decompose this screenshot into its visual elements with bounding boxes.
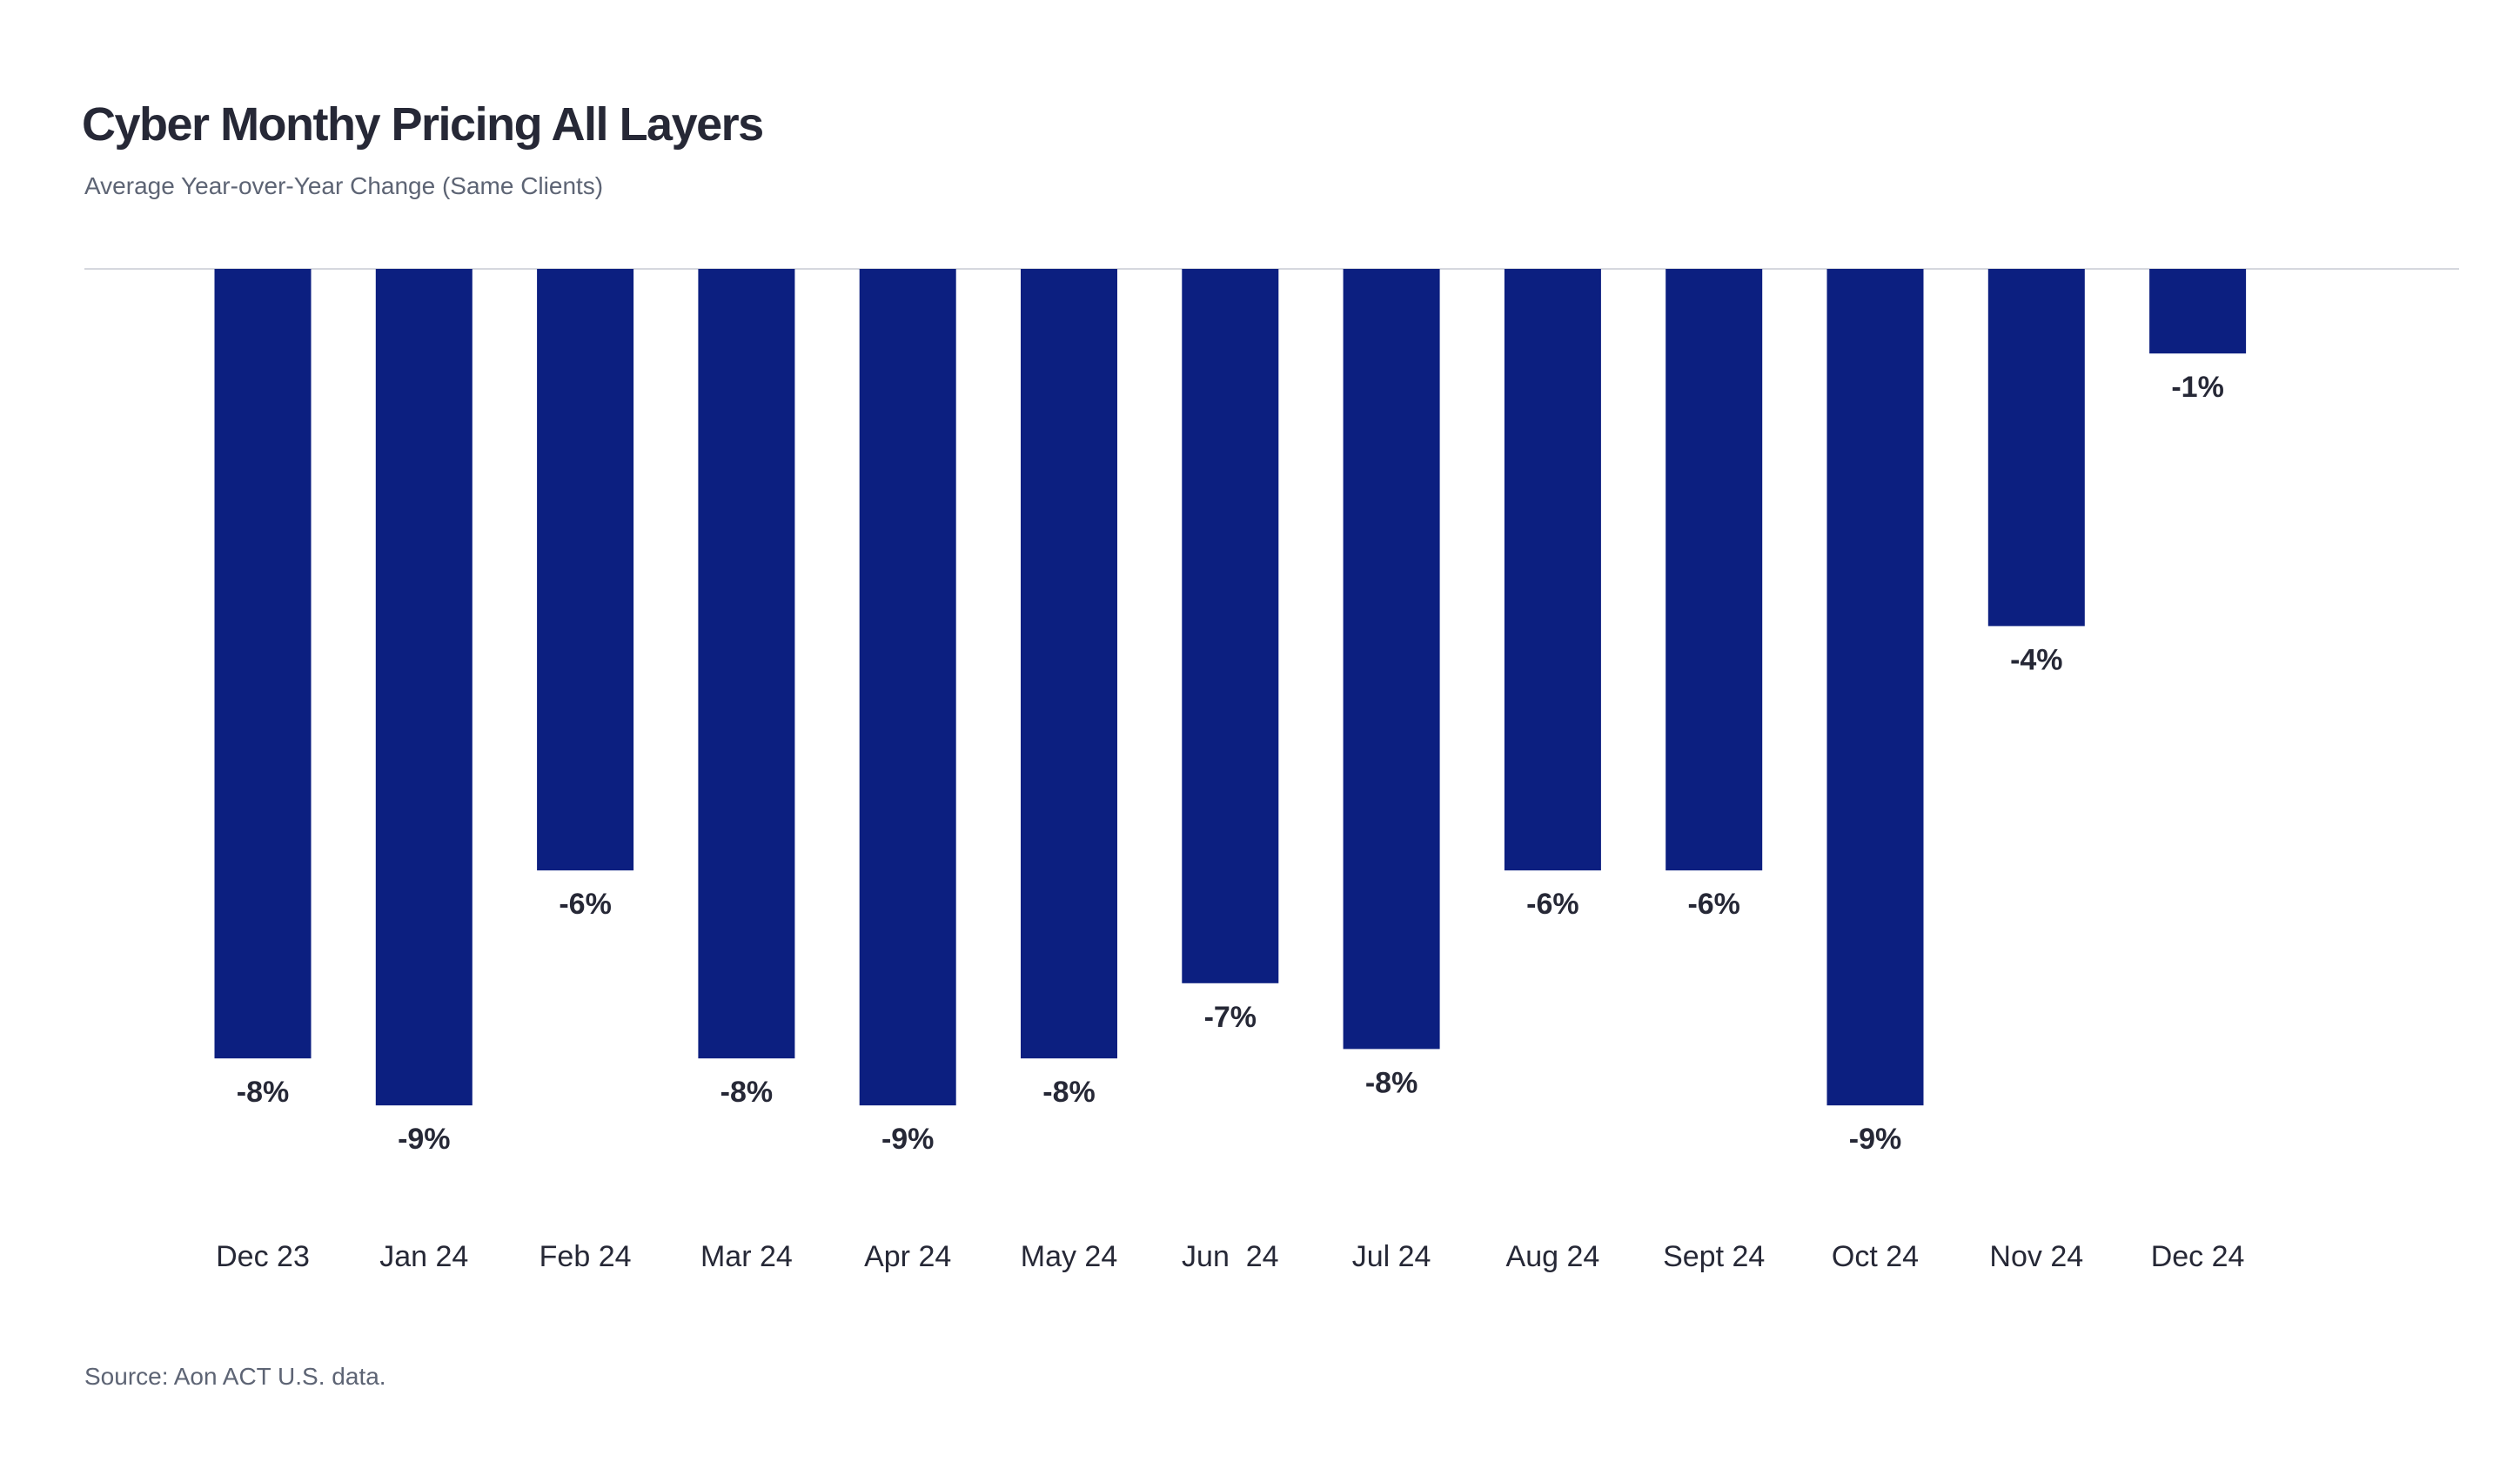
chart-title: Cyber Monthy Pricing All Layers	[82, 98, 764, 151]
category-label-4: Apr 24	[864, 1240, 951, 1273]
value-label-11: -4%	[2010, 643, 2062, 676]
value-label-8: -6%	[1526, 888, 1578, 921]
bar-6	[1182, 269, 1279, 983]
bar-0	[214, 269, 312, 1059]
source-note: Source: Aon ACT U.S. data.	[84, 1363, 386, 1390]
value-label-9: -6%	[1687, 888, 1739, 921]
category-label-2: Feb 24	[540, 1240, 632, 1273]
value-label-7: -8%	[1365, 1066, 1418, 1099]
value-label-12: -1%	[2171, 371, 2223, 404]
value-label-1: -9%	[398, 1123, 450, 1156]
category-label-11: Nov 24	[1989, 1240, 2083, 1273]
value-label-6: -7%	[1204, 1001, 1257, 1034]
category-label-0: Dec 23	[216, 1240, 310, 1273]
bar-1	[375, 269, 473, 1106]
bar-9	[1665, 269, 1763, 871]
category-label-9: Sept 24	[1663, 1240, 1765, 1273]
bars-group	[214, 269, 2247, 1106]
category-label-6: Jun 24	[1182, 1240, 1279, 1273]
bar-12	[2149, 269, 2247, 354]
category-label-10: Oct 24	[1832, 1240, 1919, 1273]
category-label-5: May 24	[1021, 1240, 1118, 1273]
category-label-12: Dec 24	[2151, 1240, 2245, 1273]
value-label-10: -9%	[1849, 1123, 1901, 1156]
bar-4	[859, 269, 956, 1106]
bar-5	[1021, 269, 1117, 1059]
bar-3	[698, 269, 795, 1059]
category-label-7: Jul 24	[1352, 1240, 1431, 1273]
bar-7	[1343, 269, 1440, 1050]
bar-2	[537, 269, 634, 871]
bar-11	[1987, 269, 2085, 627]
value-label-4: -9%	[881, 1123, 934, 1156]
value-label-3: -8%	[720, 1076, 773, 1109]
category-labels-group: Dec 23 Jan 24 Feb 24 Mar 24 Apr 24 May 24 Jun …	[216, 1240, 2244, 1273]
bar-10	[1826, 269, 1924, 1106]
chart-subtitle: Average Year-over-Year Change (Same Clie…	[84, 172, 604, 199]
value-label-0: -8%	[237, 1076, 289, 1109]
category-label-1: Jan 24	[379, 1240, 468, 1273]
value-label-2: -6%	[559, 888, 611, 921]
category-label-8: Aug 24	[1506, 1240, 1600, 1273]
category-label-3: Mar 24	[700, 1240, 793, 1273]
value-labels-group: -8% -9% -6% -8% -9% -8% -7% -8% -6% -6% -9% -4% -1%	[237, 371, 2224, 1156]
bar-8	[1504, 269, 1601, 871]
value-label-5: -8%	[1042, 1076, 1095, 1109]
